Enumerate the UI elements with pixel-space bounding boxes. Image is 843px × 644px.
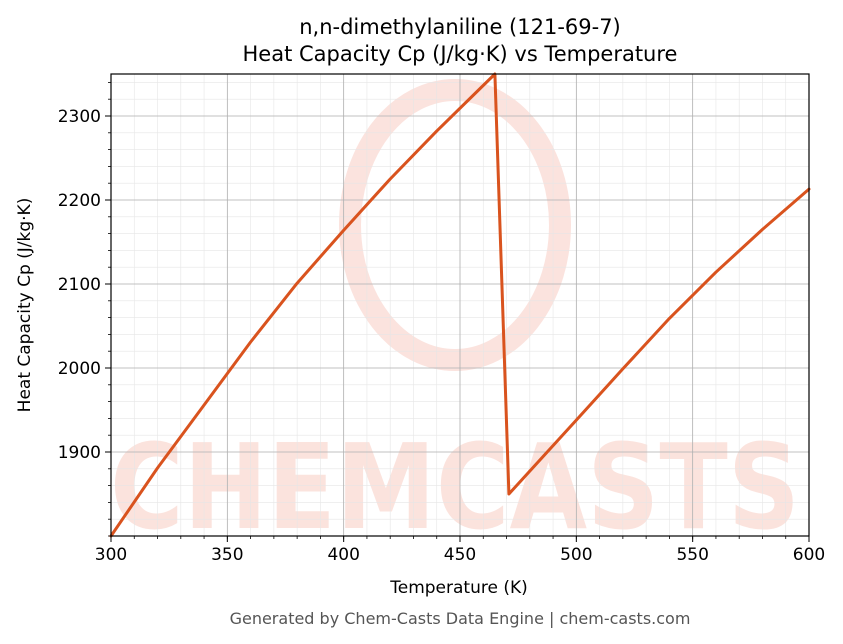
y-tick-label: 1900 <box>58 443 101 463</box>
x-tick-label: 300 <box>95 545 127 565</box>
watermark: CHEMCASTS <box>110 79 800 556</box>
y-tick-label: 2100 <box>58 275 101 295</box>
y-tick-label: 2000 <box>58 359 101 379</box>
y-tick-label: 2300 <box>58 107 101 127</box>
x-axis-label: Temperature (K) <box>389 578 528 598</box>
x-tick-label: 500 <box>560 545 592 565</box>
watermark-logo-ring <box>339 79 571 371</box>
series-line <box>109 72 811 538</box>
x-tick-label: 550 <box>676 545 708 565</box>
watermark-text: CHEMCASTS <box>110 418 800 556</box>
x-tick-label: 400 <box>327 545 359 565</box>
x-axis: 300 350 400 450 500 550 600 <box>95 536 825 565</box>
x-tick-label: 600 <box>793 545 825 565</box>
y-axis: 1900 2000 2100 2200 2300 <box>58 82 111 537</box>
y-axis-label: Heat Capacity Cp (J/kg·K) <box>15 198 35 413</box>
chart-title-line1: n,n-dimethylaniline (121-69-7) <box>299 15 621 39</box>
chart-title-line2: Heat Capacity Cp (J/kg·K) vs Temperature <box>243 42 678 66</box>
footer-credit: Generated by Chem-Casts Data Engine | ch… <box>230 609 691 628</box>
x-tick-label: 350 <box>211 545 243 565</box>
x-tick-label: 450 <box>444 545 476 565</box>
series-layer <box>109 72 811 538</box>
y-tick-label: 2200 <box>58 191 101 211</box>
